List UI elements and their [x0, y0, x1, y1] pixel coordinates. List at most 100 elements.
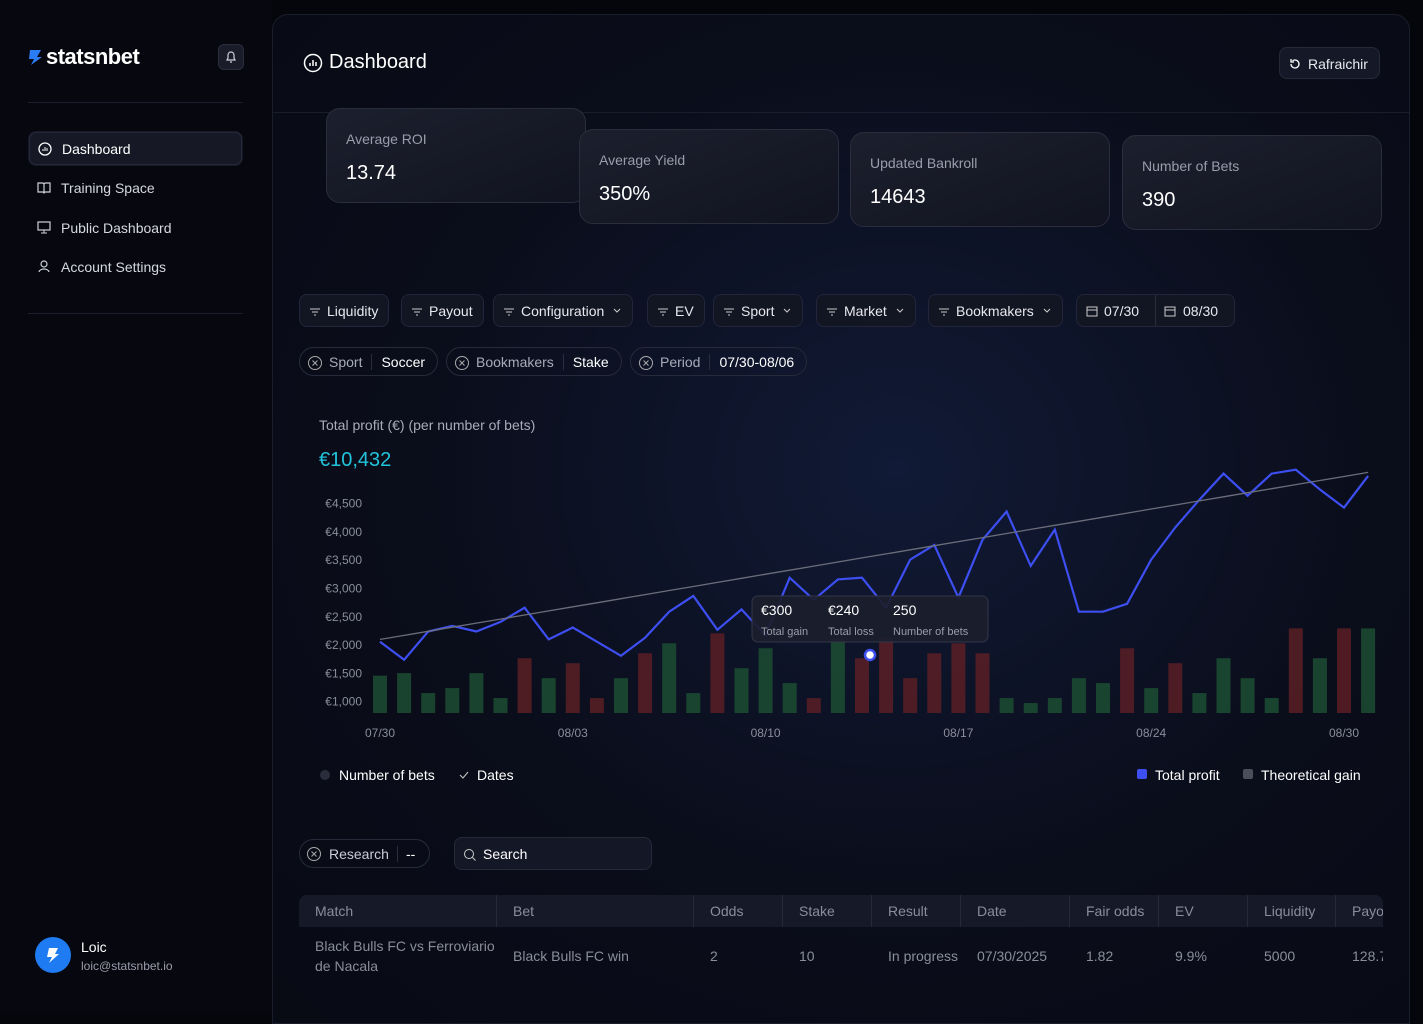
- filter-chip[interactable]: Liquidity: [299, 294, 390, 327]
- nav-item[interactable]: Public Dashboard: [28, 210, 243, 245]
- active-filter-label: Bookmakers: [476, 353, 554, 370]
- active-filter[interactable]: Sport Soccer: [299, 347, 439, 376]
- clear-icon: [639, 356, 653, 370]
- search-icon: [464, 849, 476, 861]
- filter-chip[interactable]: Sport: [713, 294, 804, 327]
- tooltip-value: €300: [761, 602, 792, 618]
- research-chip[interactable]: Research --: [299, 839, 430, 868]
- bar: [445, 688, 460, 713]
- column-header: Stake: [783, 895, 872, 927]
- bar: [565, 663, 580, 713]
- refresh-label: Rafraichir: [1308, 56, 1368, 72]
- table-cell: 9.9%: [1175, 947, 1207, 964]
- hover-dot: [863, 648, 877, 662]
- x-tick-label: 07/30: [365, 726, 395, 740]
- nav-label: Training Space: [61, 179, 155, 196]
- chart-subtitle: €10,432: [319, 449, 391, 471]
- x-tick-label: 08/03: [558, 726, 588, 740]
- nav-item[interactable]: Account Settings: [28, 249, 243, 284]
- bar: [1023, 703, 1038, 713]
- bar: [1312, 658, 1327, 713]
- icon: [38, 260, 50, 273]
- legend-check[interactable]: [459, 771, 469, 779]
- bar: [469, 673, 484, 713]
- filter-chip[interactable]: Configuration: [493, 294, 634, 327]
- table-cell: Black Bulls FC vs Ferroviario de Nacala: [315, 937, 495, 974]
- column-header: Date: [961, 895, 1070, 927]
- filter-chip[interactable]: Market: [816, 294, 916, 327]
- column-header: Odds: [694, 895, 783, 927]
- bar: [758, 648, 773, 713]
- bar: [373, 675, 387, 713]
- filter-icon: [724, 308, 734, 316]
- date-end: 08/30: [1183, 303, 1219, 319]
- filter-chip[interactable]: EV: [647, 294, 705, 327]
- nav-item[interactable]: Dashboard: [28, 131, 243, 166]
- bar: [1216, 658, 1231, 713]
- tooltip: [751, 595, 989, 643]
- date-start: 07/30: [1104, 303, 1140, 319]
- search-placeholder: Search: [483, 846, 528, 862]
- icon: [37, 182, 51, 194]
- y-tick-label: €4,000: [325, 525, 362, 539]
- user-email: loic@statsnbet.io: [81, 959, 173, 973]
- legend-label: Dates: [477, 767, 514, 783]
- research-label: Research: [329, 846, 389, 862]
- bar: [493, 698, 508, 713]
- chevron: [784, 308, 791, 313]
- bar: [927, 653, 942, 713]
- nav-item[interactable]: Training Space: [28, 170, 243, 205]
- refresh-button[interactable]: Rafraichir: [1279, 47, 1380, 79]
- bar: [1240, 678, 1255, 713]
- dashboard-icon: [303, 53, 323, 73]
- clear-icon: [307, 847, 321, 861]
- bar: [1361, 628, 1376, 713]
- bar: [397, 673, 412, 713]
- clear-icon: [455, 356, 469, 370]
- table-cell: 07/30/2025: [977, 947, 1048, 964]
- divider: [28, 102, 243, 103]
- bar: [1120, 648, 1135, 713]
- legend-swatch: [1243, 769, 1253, 779]
- filter-icon: [412, 308, 422, 316]
- legend-label: Number of bets: [339, 767, 435, 783]
- research-value: --: [397, 846, 415, 862]
- filter-label: EV: [675, 302, 694, 319]
- filter-chip[interactable]: Payout: [401, 294, 484, 327]
- kpi-value: 14643: [870, 186, 926, 208]
- column-header: Fair odds: [1070, 895, 1159, 927]
- nav-label: Account Settings: [61, 258, 167, 275]
- x-tick-label: 08/17: [943, 726, 973, 740]
- table-cell: In progress: [888, 947, 959, 964]
- kpi-label: Number of Bets: [1142, 158, 1240, 174]
- x-tick-label: 08/24: [1136, 726, 1166, 740]
- date-range[interactable]: 07/30 08/30: [1076, 294, 1235, 327]
- bar: [903, 678, 918, 713]
- filter-label: Payout: [429, 302, 473, 319]
- y-tick-label: €1,500: [325, 666, 362, 680]
- profit-line: [379, 468, 1369, 662]
- active-filter[interactable]: Bookmakers Stake: [446, 347, 622, 376]
- chart-title: Total profit (€) (per number of bets): [319, 417, 535, 433]
- brand: statsnbet: [46, 44, 140, 69]
- active-filter[interactable]: Period 07/30-08/06: [630, 347, 808, 376]
- filter-label: Market: [844, 302, 887, 319]
- divider: [1155, 295, 1156, 326]
- legend-toggle[interactable]: [320, 770, 330, 780]
- filter-icon: [310, 308, 320, 316]
- kpi-value: 350%: [599, 183, 651, 205]
- bar: [541, 678, 556, 713]
- bar: [975, 653, 990, 713]
- notifications[interactable]: [218, 44, 244, 70]
- bell-icon: [226, 51, 236, 63]
- bar: [614, 678, 628, 713]
- bar: [517, 658, 532, 713]
- table-cell: Black Bulls FC win: [513, 947, 629, 964]
- search-input[interactable]: Search: [454, 837, 652, 870]
- column-header: Bet: [497, 895, 694, 927]
- filter-chip[interactable]: Bookmakers: [928, 294, 1063, 327]
- kpi-value: 390: [1142, 189, 1176, 211]
- filter-label: Configuration: [521, 302, 605, 319]
- y-tick-label: €4,500: [325, 497, 362, 511]
- user-name: Loic: [81, 939, 107, 955]
